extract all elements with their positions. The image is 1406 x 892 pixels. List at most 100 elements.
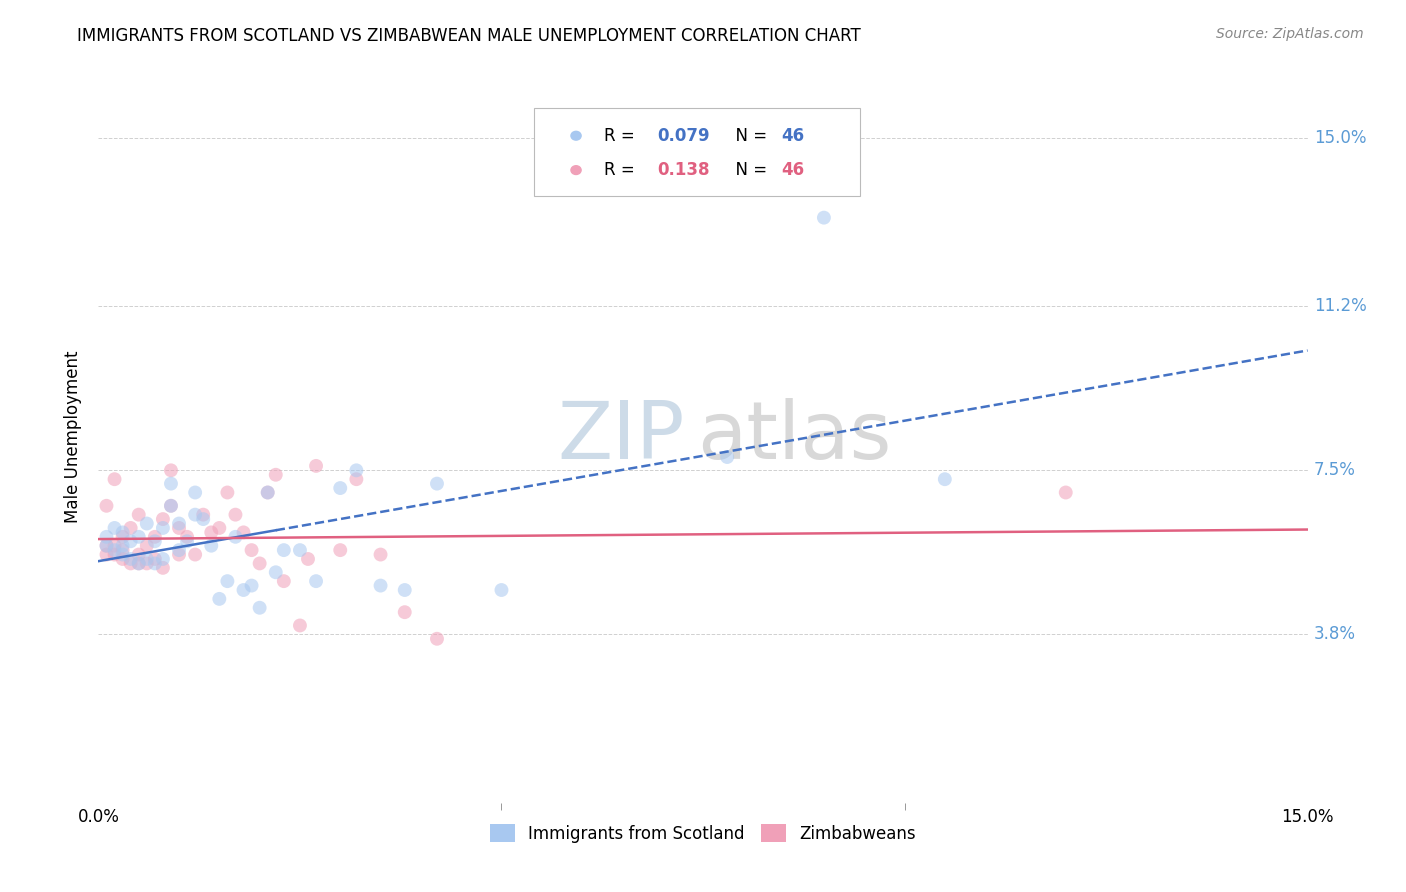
Point — [240, 578, 263, 592]
Point — [111, 543, 134, 558]
Point — [120, 552, 142, 566]
Point — [208, 591, 231, 606]
Point — [135, 516, 157, 531]
Text: 7.5%: 7.5% — [1313, 461, 1355, 479]
Point — [176, 534, 198, 549]
Point — [96, 499, 118, 513]
Text: 0.138: 0.138 — [657, 161, 710, 179]
Point — [120, 557, 142, 571]
Point — [143, 557, 166, 571]
Point — [1054, 485, 1077, 500]
Point — [426, 476, 449, 491]
Point — [143, 530, 166, 544]
Y-axis label: Male Unemployment: Male Unemployment — [65, 351, 83, 524]
Text: IMMIGRANTS FROM SCOTLAND VS ZIMBABWEAN MALE UNEMPLOYMENT CORRELATION CHART: IMMIGRANTS FROM SCOTLAND VS ZIMBABWEAN M… — [77, 27, 860, 45]
Point — [217, 574, 239, 589]
Point — [135, 557, 157, 571]
Point — [273, 574, 295, 589]
Ellipse shape — [571, 166, 581, 175]
Text: 46: 46 — [782, 127, 804, 145]
Point — [232, 582, 254, 597]
Point — [208, 521, 231, 535]
Point — [200, 539, 222, 553]
Point — [111, 548, 134, 562]
Text: N =: N = — [724, 127, 772, 145]
Point — [167, 543, 190, 558]
Point — [716, 450, 738, 464]
Point — [297, 552, 319, 566]
Point — [426, 632, 449, 646]
Point — [240, 543, 263, 558]
Point — [256, 485, 278, 500]
Point — [152, 512, 174, 526]
Point — [96, 548, 118, 562]
Point — [200, 525, 222, 540]
Point — [273, 543, 295, 558]
Point — [103, 548, 125, 562]
Point — [128, 530, 150, 544]
Point — [256, 485, 278, 500]
Point — [96, 539, 118, 553]
Point — [264, 467, 287, 482]
Point — [329, 481, 352, 495]
Point — [184, 508, 207, 522]
Point — [160, 499, 183, 513]
Text: atlas: atlas — [697, 398, 891, 476]
Text: 46: 46 — [782, 161, 804, 179]
Point — [167, 521, 190, 535]
Point — [111, 525, 134, 540]
Point — [305, 458, 328, 473]
Point — [184, 548, 207, 562]
Ellipse shape — [571, 131, 581, 140]
Text: R =: R = — [603, 127, 640, 145]
Point — [103, 539, 125, 553]
Point — [152, 561, 174, 575]
Point — [103, 521, 125, 535]
Point — [370, 548, 392, 562]
Point — [120, 521, 142, 535]
Point — [176, 530, 198, 544]
Text: 0.079: 0.079 — [657, 127, 710, 145]
Point — [224, 508, 246, 522]
Point — [193, 508, 215, 522]
Point — [249, 557, 271, 571]
Point — [344, 463, 367, 477]
Point — [184, 485, 207, 500]
Point — [143, 534, 166, 549]
Point — [111, 539, 134, 553]
Text: ZIP: ZIP — [558, 398, 685, 476]
Point — [249, 600, 271, 615]
Text: N =: N = — [724, 161, 772, 179]
Point — [128, 548, 150, 562]
Point — [103, 543, 125, 558]
Point — [152, 521, 174, 535]
Legend: Immigrants from Scotland, Zimbabweans: Immigrants from Scotland, Zimbabweans — [484, 818, 922, 849]
Point — [128, 508, 150, 522]
Point — [111, 530, 134, 544]
Text: R =: R = — [603, 161, 640, 179]
Point — [128, 557, 150, 571]
Point — [224, 530, 246, 544]
Text: 11.2%: 11.2% — [1313, 297, 1367, 315]
Point — [152, 552, 174, 566]
Point — [103, 472, 125, 486]
Point — [96, 530, 118, 544]
Text: 3.8%: 3.8% — [1313, 625, 1355, 643]
Text: 15.0%: 15.0% — [1313, 128, 1367, 147]
Point — [96, 539, 118, 553]
Point — [288, 543, 311, 558]
Point — [143, 552, 166, 566]
Point — [135, 539, 157, 553]
Point — [491, 582, 513, 597]
Point — [394, 582, 416, 597]
Point — [160, 499, 183, 513]
Point — [305, 574, 328, 589]
Point — [128, 557, 150, 571]
Point — [217, 485, 239, 500]
Point — [813, 211, 835, 225]
Point — [135, 552, 157, 566]
Point — [329, 543, 352, 558]
Point — [193, 512, 215, 526]
Point — [160, 463, 183, 477]
Point — [264, 566, 287, 580]
